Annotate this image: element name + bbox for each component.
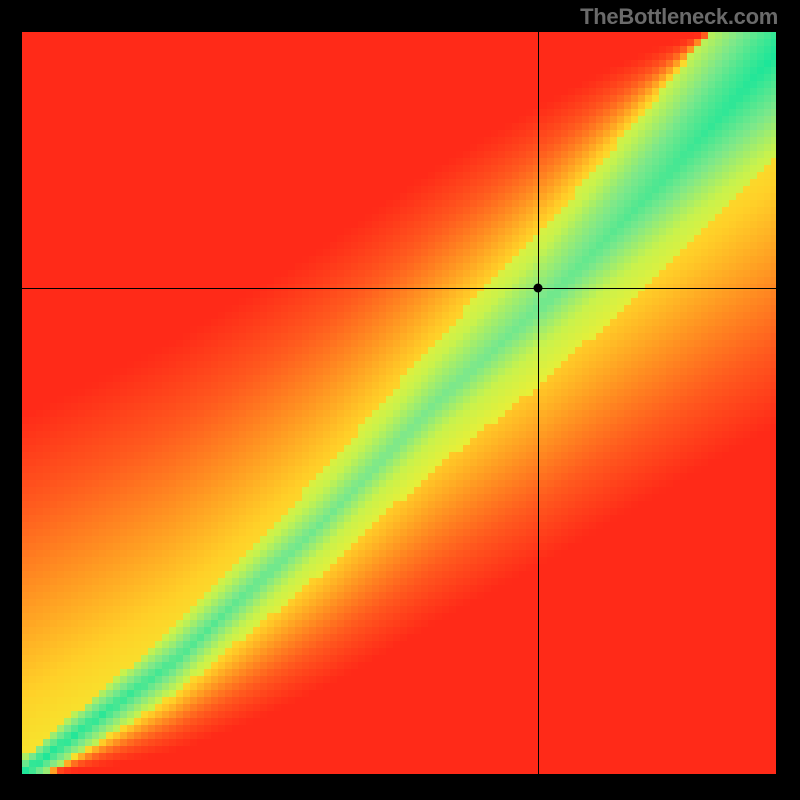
heatmap-canvas xyxy=(22,32,776,774)
crosshair-vertical xyxy=(538,32,539,774)
plot-area xyxy=(22,32,776,774)
crosshair-horizontal xyxy=(22,288,776,289)
watermark-text: TheBottleneck.com xyxy=(580,4,778,30)
chart-container: TheBottleneck.com xyxy=(0,0,800,800)
crosshair-marker xyxy=(534,284,543,293)
